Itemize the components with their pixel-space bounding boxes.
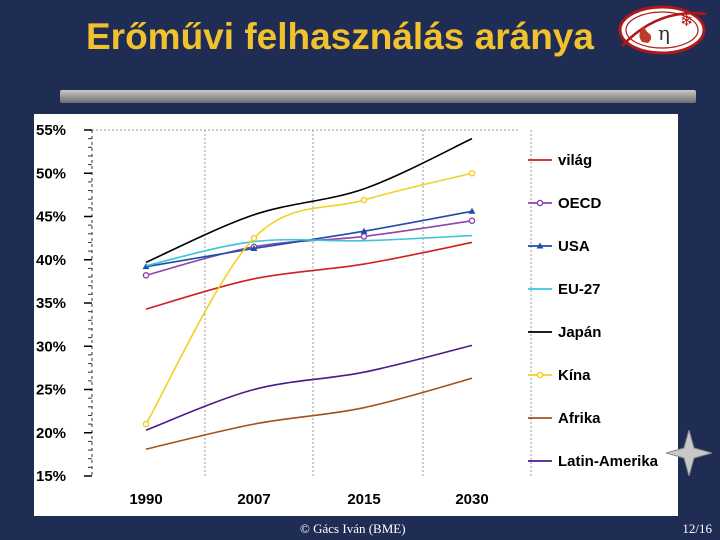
- data-point: [360, 227, 368, 234]
- star-decoration: [666, 430, 712, 476]
- page-number: 12/16: [682, 521, 712, 536]
- series-line: [145, 172, 473, 425]
- x-tick-label: 2015: [347, 491, 380, 508]
- data-point: [142, 420, 150, 428]
- y-tick-label: 35%: [36, 295, 66, 312]
- logo-snowflake: ❄: [680, 11, 693, 30]
- legend-label: Kína: [558, 367, 591, 384]
- y-tick-label: 50%: [36, 165, 66, 182]
- x-tick-label: 1990: [129, 491, 162, 508]
- y-tick-label: 45%: [36, 209, 66, 226]
- legend-label: Latin-Amerika: [558, 453, 659, 470]
- legend-label: Japán: [558, 324, 601, 341]
- data-point: [468, 169, 476, 177]
- chart-area: 15% 20% 25% 30% 35% 40% 45% 50% 55% 1990 2007 2015 2…: [34, 114, 678, 516]
- x-tick-label: 2007: [237, 491, 270, 508]
- data-point: [250, 245, 258, 252]
- data-point: [360, 196, 368, 204]
- y-tick-label: 15%: [36, 468, 66, 485]
- x-tick-label: 2030: [455, 491, 488, 508]
- legend-marker: [536, 371, 544, 379]
- data-point: [468, 217, 476, 225]
- y-tick-label: 20%: [36, 425, 66, 442]
- title-divider: [60, 90, 696, 103]
- series-line: [145, 377, 473, 450]
- legend-label: EU-27: [558, 281, 601, 298]
- legend-label: világ: [558, 152, 592, 169]
- series-line: [145, 234, 473, 267]
- logo: η ❄: [618, 5, 707, 55]
- legend-label: Afrika: [558, 410, 601, 427]
- legend-label: USA: [558, 238, 590, 255]
- series-line: [145, 344, 473, 431]
- y-tick-label: 40%: [36, 252, 66, 269]
- series-line: [145, 137, 473, 264]
- legend-marker: [536, 199, 544, 207]
- logo-eta: η: [658, 21, 670, 45]
- data-point: [360, 233, 368, 240]
- footer-credit: © Gács Iván (BME): [300, 521, 406, 536]
- y-tick-label: 25%: [36, 382, 66, 399]
- legend-marker: [536, 242, 544, 249]
- series-line: [145, 241, 473, 310]
- y-tick-label: 30%: [36, 338, 66, 355]
- legend-label: OECD: [558, 195, 602, 212]
- y-tick-label: 55%: [36, 122, 66, 139]
- line-chart: 15% 20% 25% 30% 35% 40% 45% 50% 55% 1990 2007 2015 2…: [36, 122, 659, 508]
- data-point: [142, 272, 150, 279]
- slide-title: Erőművi felhasználás aránya: [86, 16, 594, 57]
- data-point: [250, 234, 258, 242]
- data-point: [142, 263, 150, 270]
- data-point: [468, 207, 476, 214]
